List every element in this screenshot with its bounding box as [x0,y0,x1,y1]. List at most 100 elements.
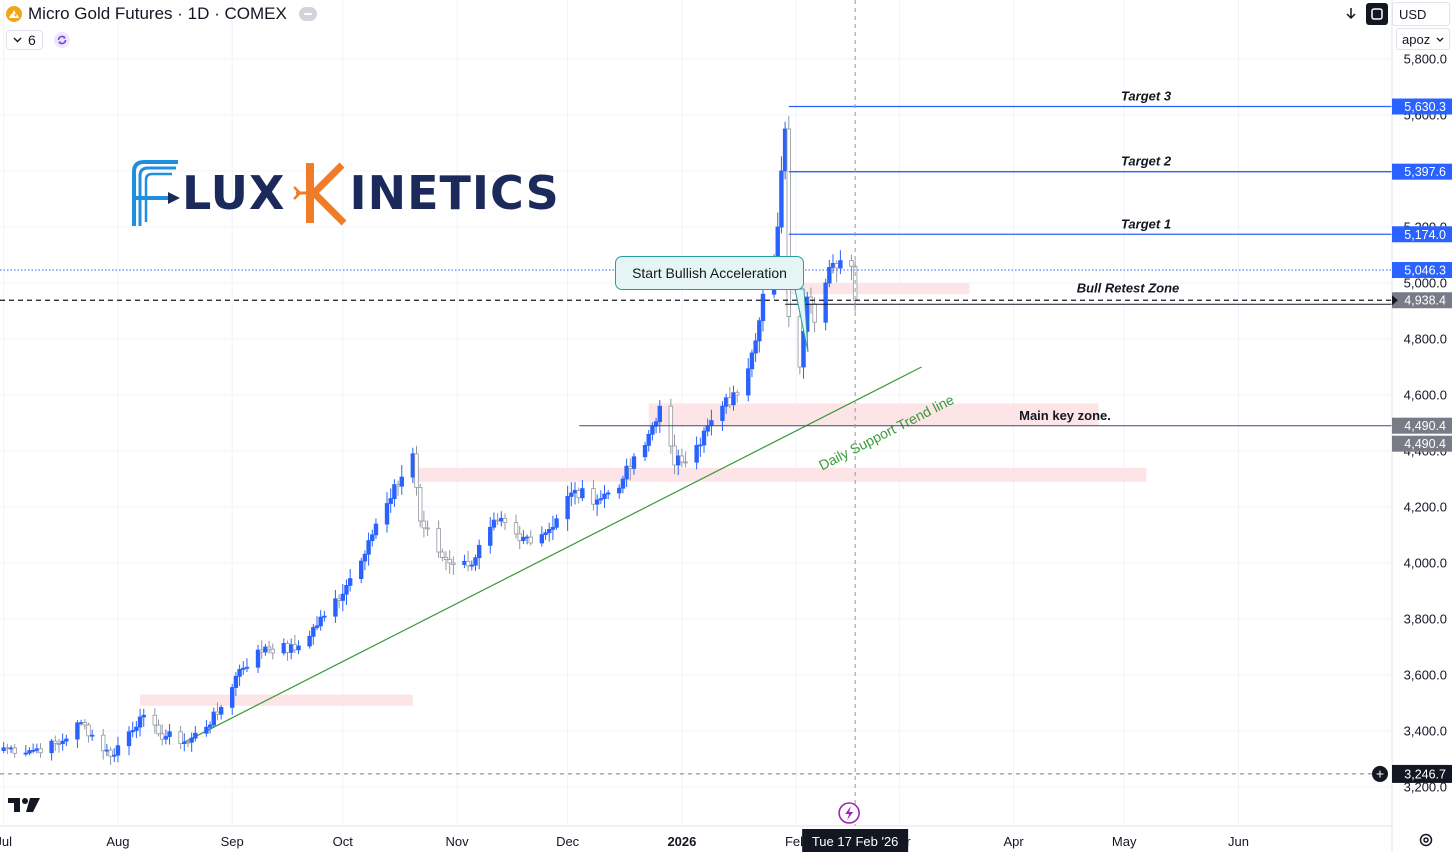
candle-up [233,675,239,688]
collapse-legend-button[interactable] [298,7,317,21]
candle-up [392,484,397,500]
zone-bull-retest-zone [785,283,970,295]
candle-down [465,560,471,567]
indicators-toggle[interactable]: 6 [6,30,43,50]
candle-down [108,749,113,757]
zone-zone-oct [412,467,1147,482]
add-level-icon[interactable] [1372,765,1388,782]
price-tick-label: 5,000.0 [1404,276,1447,291]
target-2-label: Target 2 [1121,154,1172,169]
bull-retest-zone-label: Bull Retest Zone [1077,281,1180,296]
fullscreen-icon[interactable] [1366,3,1388,25]
candle-down [56,743,62,745]
candle-up [384,503,390,525]
candle-down [38,748,43,754]
candle-up [204,726,209,734]
candle-up [347,578,353,586]
scale-mode-select[interactable]: apoz [1396,28,1450,50]
candle-down [86,724,91,737]
candle-up [620,478,626,489]
main-key-badge-2 [1392,435,1452,452]
candle-up [137,716,143,728]
candle-down [53,740,58,744]
candle-up [60,740,65,744]
candle-up [462,560,467,565]
time-tick-label: Jun [1228,834,1249,849]
main-key-zone-label: Main key zone. [1019,408,1111,423]
candle-up [64,738,69,742]
candle-down [101,734,106,752]
candle-down [266,646,272,650]
candle-up [543,532,548,536]
candle-down [495,519,500,522]
candle-up [476,544,482,559]
candle-down [812,303,817,323]
candle-up [78,722,84,724]
candle-up [211,711,216,726]
target-3-badge-label: 5,630.3 [1404,100,1446,114]
candle-up [827,266,832,284]
candle-up [524,536,530,539]
last-price-badge [1392,292,1452,309]
candle-up [572,489,578,494]
candle-up [580,488,585,499]
candle-up [723,397,729,407]
candle-down [436,528,441,553]
candle-up [605,492,611,495]
price-tick-label: 3,800.0 [1404,612,1447,627]
candle-up [554,518,559,528]
candle-up [779,170,784,228]
candle-up [782,128,788,172]
symbol-header[interactable]: Micro Gold Futures · 1D · COMEX [6,3,317,25]
time-tick-label: Apr [1004,834,1025,849]
candle-up [701,430,707,446]
flux-f-logo-mark [132,160,180,226]
candle-down [12,747,17,754]
candle-up [488,526,493,546]
candle-down [451,562,456,565]
currency-label: USD [1399,6,1427,22]
candle-down [440,551,445,558]
price-tick-label: 5,800.0 [1404,52,1447,67]
target-1-badge [1392,226,1452,243]
candle-up [89,734,95,737]
crosshair-date-label: Tue 17 Feb '26 [812,834,899,849]
last-price-marker-icon [1392,295,1398,306]
candle-up [823,282,828,323]
candle-down [5,747,10,750]
settings-gear-icon[interactable] [1418,832,1434,848]
replay-icon[interactable] [53,31,71,49]
time-tick-label: Sep [221,834,244,849]
daily-support-trend-line [184,366,922,743]
candle-up [491,519,497,528]
candle-up [569,492,574,497]
candle-up [731,392,736,406]
download-icon[interactable] [1340,3,1362,25]
main-key-badge-2-label: 4,490.4 [1404,437,1446,451]
candle-up [115,745,121,756]
time-tick-label: Dec [556,834,580,849]
chevron-down-icon [1436,37,1444,42]
candle-down [395,484,401,487]
gold-symbol-icon [6,6,22,22]
candle-down [447,559,452,564]
candle-down [425,527,430,530]
candle-up [399,476,404,487]
start-bullish-callout[interactable]: Start Bullish Acceleration [615,256,804,290]
candle-up [746,368,751,396]
candle-up [594,499,600,505]
candle-up [650,425,655,435]
candle-up [749,352,755,370]
candle-down [734,392,740,396]
flux-kinetics-logo: LUX INETICS [128,158,560,228]
candle-up [720,405,725,421]
time-tick-label: Nov [445,834,469,849]
candle-down [834,262,839,269]
price-tick-label: 4,200.0 [1404,500,1447,515]
candle-up [698,444,703,447]
brand-word-lux: LUX [182,166,286,220]
tradingview-logo-icon[interactable] [8,796,42,814]
currency-select[interactable]: USD [1392,2,1450,26]
candle-up [255,649,261,668]
